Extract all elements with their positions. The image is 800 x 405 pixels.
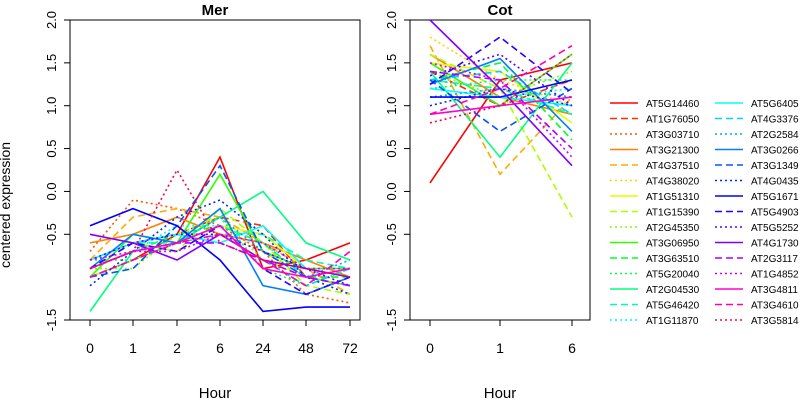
series-line-at4g0435: [89, 199, 351, 296]
y-tick-label: 0.0: [384, 182, 399, 200]
panel-cot: Cot Hour -1.5 -0.5 0.0 0.5 1.0 1.5 2.0 0 1 6: [384, 2, 591, 402]
series-line-at3g5814: [429, 53, 573, 124]
legend-label: AT3G5814: [751, 316, 799, 327]
panel-mer-x-axis: 0 1 2 6 24 48 72: [86, 320, 358, 356]
series-line-at5g1671: [430, 79, 573, 98]
y-tick-label: 0.5: [44, 140, 59, 158]
panel-mer-xlabel: Hour: [199, 385, 232, 400]
y-tick-label: 2.0: [384, 11, 399, 29]
series-line-at3g03710: [89, 199, 351, 304]
x-tick-label: 1: [129, 340, 137, 356]
legend-label: AT5G20040: [646, 270, 700, 281]
legend-label: AT3G4610: [751, 301, 799, 312]
series-line-at5g4903: [429, 36, 573, 94]
panel-cot-y-axis: -1.5 -0.5 0.0 0.5 1.0 1.5 2.0: [384, 11, 410, 331]
legend-label: AT1G15390: [646, 208, 700, 219]
series-line-at2g3117: [89, 242, 351, 287]
y-tick-label: 0.0: [44, 182, 59, 200]
legend-label: AT3G03710: [646, 130, 700, 141]
series-line-at2g3117: [429, 70, 573, 150]
x-tick-label: 1: [496, 340, 504, 356]
x-tick-label: 48: [298, 340, 314, 356]
series-line-at2g45350: [429, 70, 573, 98]
legend-label: AT5G46420: [646, 301, 700, 312]
series-line-at4g1730: [429, 19, 573, 167]
legend-label: AT4G3376: [751, 115, 799, 126]
y-tick-label: -1.5: [384, 309, 399, 331]
series-line-at1g15390: [429, 53, 573, 218]
panel-mer-y-axis: -1.5 -0.5 0.0 0.5 1.0 1.5 2.0: [44, 11, 70, 331]
y-tick-label: -1.5: [44, 309, 59, 331]
y-tick-label: -0.5: [44, 223, 59, 245]
legend-label: AT1G76050: [646, 115, 700, 126]
legend-label: AT4G1730: [751, 239, 799, 250]
panel-mer: Mer Hour -1.5 -0.5 0.0 0.5 1.0 1.5 2.0 0 1 2 6 24 4…: [44, 2, 361, 402]
series-line-at3g4811: [429, 96, 573, 116]
y-tick-label: 0.5: [384, 140, 399, 158]
legend-label: AT5G14460: [646, 99, 700, 110]
legend-label: AT1G51310: [646, 192, 700, 203]
series-line-at4g37510: [429, 45, 573, 176]
legend-label: AT1G11870: [646, 316, 699, 327]
series-line-at5g1671: [89, 207, 350, 313]
legend-label: AT3G21300: [646, 146, 700, 157]
legend-label: AT3G0266: [751, 146, 799, 157]
x-tick-label: 2: [173, 340, 181, 356]
panel-cot-title: Cot: [488, 2, 513, 19]
panel-cot-xlabel: Hour: [484, 385, 517, 400]
y-tick-label: 2.0: [44, 11, 59, 29]
x-tick-label: 24: [255, 340, 271, 356]
legend-label: AT4G38020: [646, 177, 700, 188]
panel-cot-x-axis: 0 1 6: [426, 320, 576, 356]
y-tick-label: 1.0: [384, 97, 399, 115]
x-tick-label: 72: [342, 340, 358, 356]
series-line-at3g4610: [89, 233, 351, 287]
legend-label: AT4G0435: [751, 177, 799, 188]
x-tick-label: 6: [216, 340, 224, 356]
panel-mer-frame: [69, 19, 361, 321]
legend-label: AT2G2584: [751, 130, 799, 141]
legend-label: AT1G4852: [751, 270, 799, 281]
y-tick-label: -0.5: [384, 223, 399, 245]
x-tick-label: 0: [86, 340, 94, 356]
legend-label: AT3G4811: [751, 285, 798, 296]
legend: AT5G14460 AT1G76050 AT3G03710 AT3G21300 AT4G…: [610, 99, 799, 327]
legend-label: AT2G3117: [751, 254, 798, 265]
y-tick-label: 1.5: [384, 54, 399, 72]
series-line-at3g4610: [429, 45, 573, 116]
legend-label: AT5G6405: [751, 99, 799, 110]
legend-label: AT4G37510: [646, 161, 700, 172]
legend-label: AT3G1349: [751, 161, 799, 172]
series-line-at3g0266: [429, 57, 573, 132]
legend-label: AT2G45350: [646, 223, 700, 234]
panel-mer-series: [89, 155, 351, 313]
legend-label: AT5G5252: [751, 223, 799, 234]
legend-label: AT5G4903: [751, 208, 799, 219]
legend-label: AT3G63510: [646, 254, 700, 265]
x-tick-label: 0: [426, 340, 434, 356]
series-line-at3g5814: [89, 168, 351, 278]
panel-mer-title: Mer: [202, 2, 229, 19]
y-tick-label: 1.0: [44, 97, 59, 115]
legend-label: AT5G1671: [751, 192, 799, 203]
panel-cot-series: [429, 19, 573, 218]
series-line-at5g46420: [89, 233, 351, 270]
series-line-at1g4852: [89, 233, 350, 270]
legend-label: AT3G06950: [646, 239, 700, 250]
legend-label: AT2G04530: [646, 285, 700, 296]
y-tick-label: 1.5: [44, 54, 59, 72]
y-axis-label: centered expression: [0, 142, 13, 268]
series-line-at2g04530: [429, 62, 573, 159]
x-tick-label: 6: [568, 340, 576, 356]
